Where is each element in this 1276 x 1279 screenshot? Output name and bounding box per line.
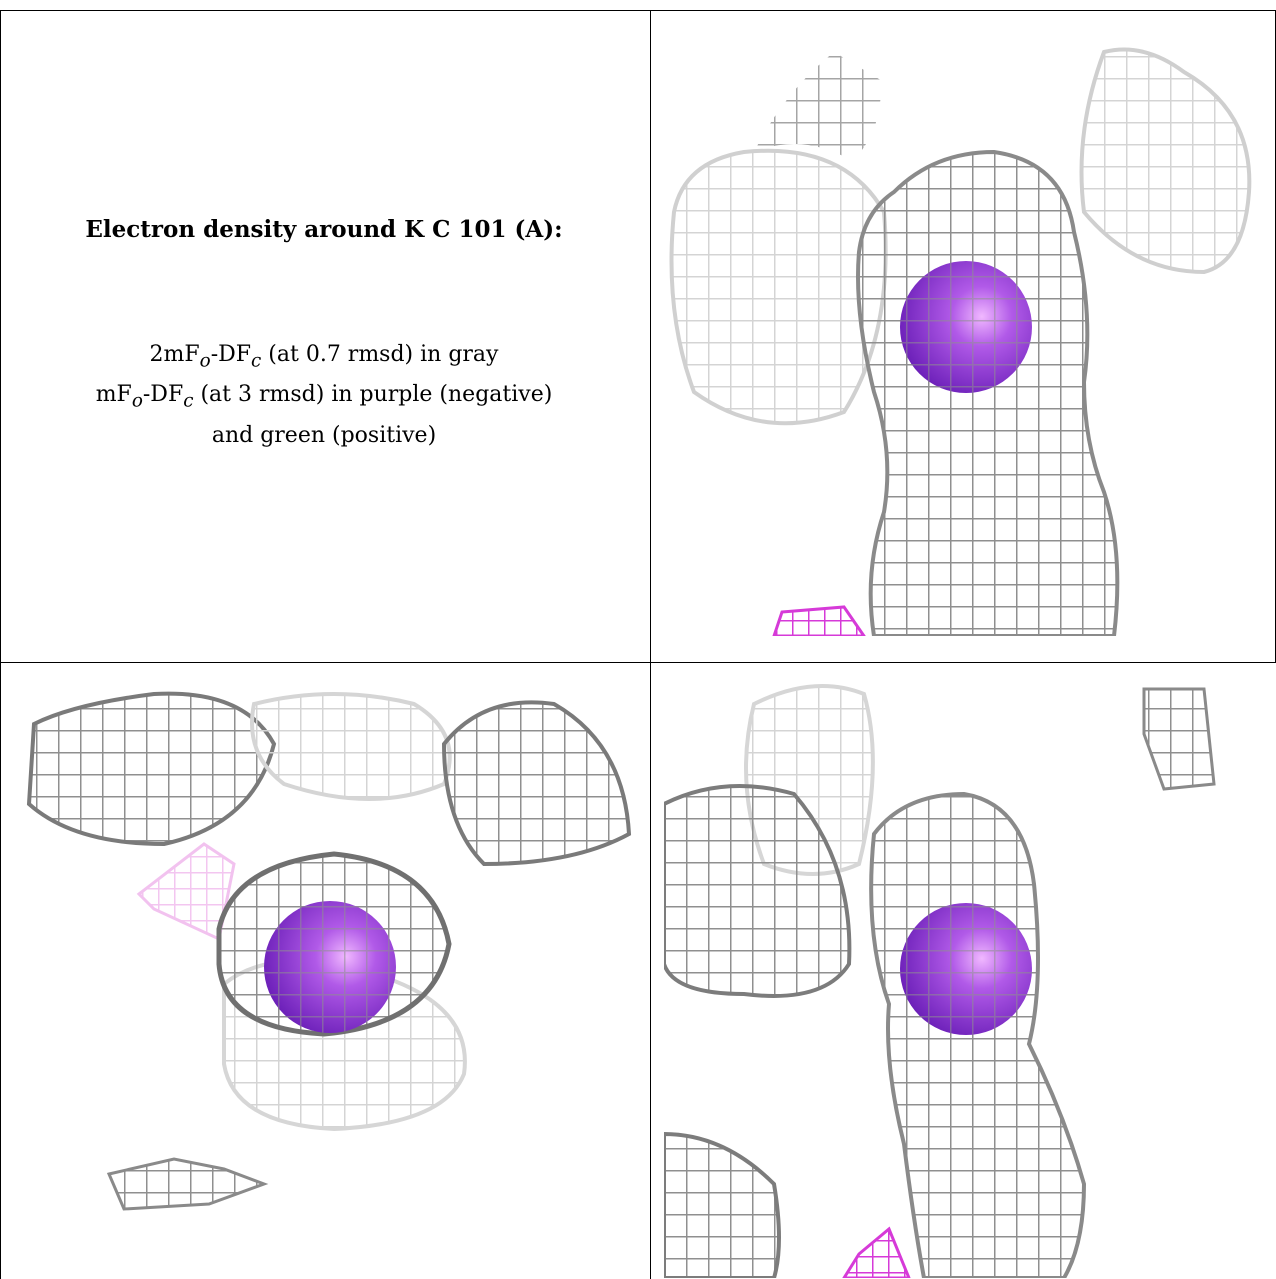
density-mesh-view-2: [26, 691, 632, 1211]
caption-cell: Electron density around K C 101 (A): 2mF…: [14, 20, 634, 620]
map-legend: 2mFo-DFc (at 0.7 rmsd) in gray mFo-DFc (…: [14, 338, 634, 453]
density-mesh-view-1: [669, 47, 1252, 636]
legend-line-fo-fc: mFo-DFc (at 3 rmsd) in purple (negative): [95, 382, 553, 412]
table-border-left: [0, 10, 1, 1279]
table-border-top: [0, 10, 1276, 11]
legend-line-positive: and green (positive): [211, 422, 437, 448]
density-panel-view-3: [664, 664, 1274, 1278]
figure-title: Electron density around K C 101 (A):: [85, 216, 563, 243]
density-mesh-view-3: [664, 684, 1216, 1278]
table-border-row: [0, 662, 1276, 663]
density-panel-view-1: [664, 12, 1274, 636]
table-border-middle: [650, 10, 651, 1279]
density-panel-view-2: [14, 664, 648, 1278]
legend-line-2fo-fc: 2mFo-DFc (at 0.7 rmsd) in gray: [149, 342, 499, 372]
